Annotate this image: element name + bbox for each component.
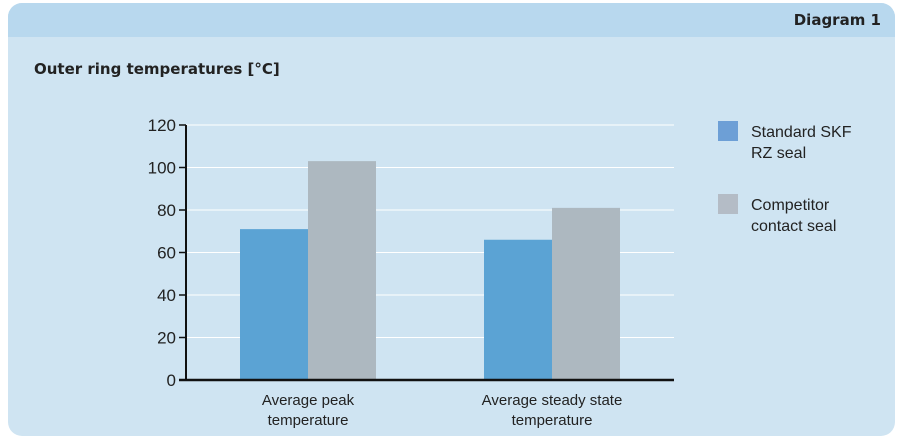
diagram-label: Diagram 1 <box>793 11 881 29</box>
chart-title: Outer ring temperatures [°C] <box>34 60 280 78</box>
y-tick-label: 60 <box>157 244 176 263</box>
bar <box>552 207 620 380</box>
bar <box>484 239 552 380</box>
legend-label: Standard SKF <box>751 124 852 141</box>
y-tick-label: 40 <box>157 286 176 305</box>
x-tick-label: Average peak <box>262 392 355 409</box>
y-tick-label: 80 <box>157 201 176 220</box>
legend-label: RZ seal <box>751 145 806 162</box>
y-tick-label: 120 <box>148 116 176 135</box>
diagram-panel: Diagram 1 Outer ring temperatures [°C] <box>8 3 895 436</box>
x-tick-label: temperature <box>512 412 593 429</box>
legend-label: Competitor <box>751 197 830 214</box>
bar <box>308 161 376 380</box>
legend-swatch <box>718 194 738 214</box>
legend-swatch <box>718 121 738 141</box>
bar <box>240 229 308 380</box>
y-tick-label: 20 <box>157 329 176 348</box>
y-tick-label: 0 <box>167 371 176 390</box>
y-tick-label: 100 <box>148 159 176 178</box>
diagram-header: Diagram 1 <box>8 3 895 37</box>
legend-label: contact seal <box>751 218 836 235</box>
x-tick-label: temperature <box>268 412 349 429</box>
x-tick-label: Average steady state <box>482 392 623 409</box>
